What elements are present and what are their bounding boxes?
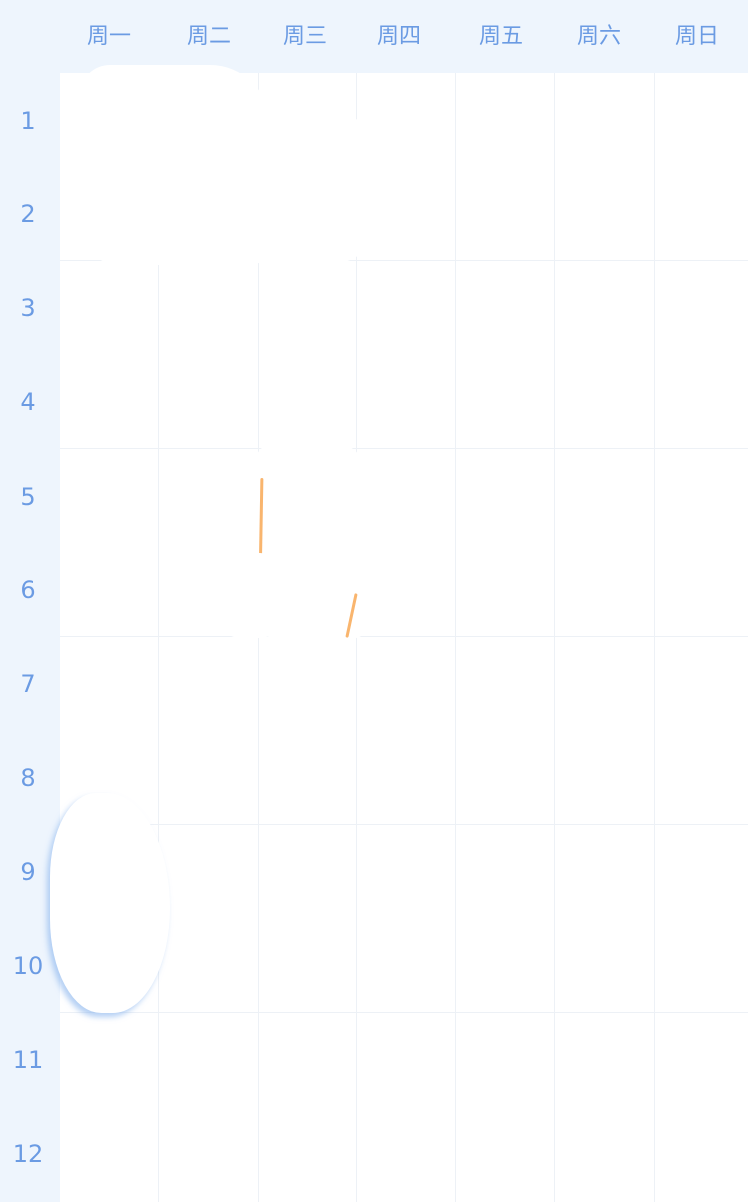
- period-9: 9: [20, 858, 36, 886]
- weekday-thursday[interactable]: 周四: [376, 24, 421, 49]
- period-column: 1 2 3 4 5 6 7 8 9 10 11 12: [0, 73, 60, 1202]
- grid-column-divider: [554, 73, 555, 1202]
- grid-column-divider: [158, 73, 159, 1202]
- grid-row-divider: [60, 448, 748, 449]
- weekday-wednesday[interactable]: 周三: [282, 24, 327, 49]
- grid-column-divider: [455, 73, 456, 1202]
- grid-column-divider: [654, 73, 655, 1202]
- grid-row-divider: [60, 824, 748, 825]
- period-3: 3: [20, 294, 36, 322]
- course-block-redacted: [220, 553, 280, 638]
- period-6: 6: [20, 576, 36, 604]
- course-block-redacted[interactable]: [50, 793, 170, 1013]
- weekday-tuesday[interactable]: 周二: [186, 24, 231, 49]
- period-11: 11: [12, 1046, 44, 1074]
- period-5: 5: [20, 483, 36, 511]
- grid-row-divider: [60, 1012, 748, 1013]
- grid-row-divider: [60, 260, 748, 261]
- period-12: 12: [12, 1140, 44, 1168]
- period-10: 10: [12, 952, 44, 980]
- period-1: 1: [20, 107, 36, 135]
- course-block-redacted[interactable]: [210, 113, 375, 263]
- weekday-header: 周一 周二 周三 周四 周五 周六 周日: [0, 0, 748, 73]
- period-7: 7: [20, 670, 36, 698]
- weekday-monday[interactable]: 周一: [86, 24, 131, 49]
- weekday-friday[interactable]: 周五: [478, 24, 523, 49]
- grid-row-divider: [60, 636, 748, 637]
- schedule-grid[interactable]: [50, 65, 748, 1202]
- period-2: 2: [20, 200, 36, 228]
- weekday-sunday[interactable]: 周日: [674, 24, 719, 49]
- period-4: 4: [20, 388, 36, 416]
- weekday-saturday[interactable]: 周六: [576, 24, 621, 49]
- period-8: 8: [20, 764, 36, 792]
